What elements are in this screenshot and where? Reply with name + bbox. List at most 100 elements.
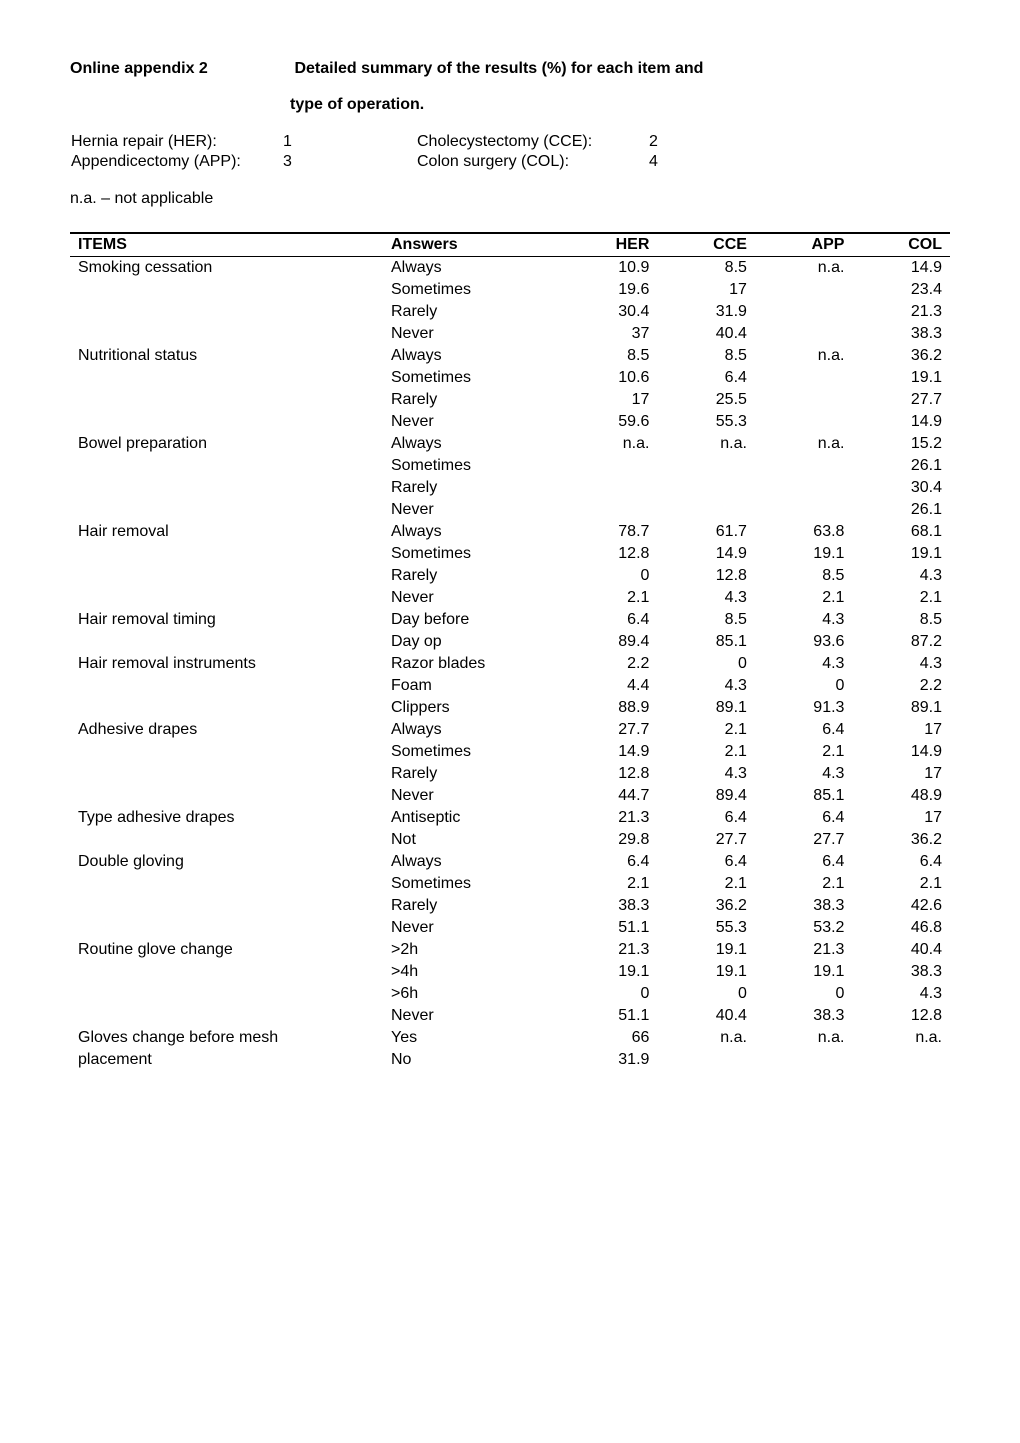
answer-cell: Rarely	[383, 895, 560, 917]
value-cell: 68.1	[852, 521, 950, 543]
item-cell	[70, 477, 383, 499]
value-cell: 2.1	[560, 587, 658, 609]
table-row: Rarely012.88.54.3	[70, 565, 950, 587]
value-cell: 91.3	[755, 697, 853, 719]
legend-label: Appendicectomy (APP):	[70, 152, 282, 172]
value-cell: 38.3	[852, 961, 950, 983]
appendix-label: Online appendix 2	[70, 60, 290, 78]
value-cell: 2.1	[657, 873, 755, 895]
value-cell	[560, 455, 658, 477]
value-cell: 2.1	[755, 873, 853, 895]
item-cell	[70, 675, 383, 697]
answer-cell: Never	[383, 499, 560, 521]
value-cell: 12.8	[560, 763, 658, 785]
item-cell	[70, 565, 383, 587]
value-cell: 19.1	[657, 961, 755, 983]
answer-cell: Razor blades	[383, 653, 560, 675]
value-cell	[755, 389, 853, 411]
item-cell	[70, 895, 383, 917]
answer-cell: Rarely	[383, 301, 560, 323]
answer-cell: Day before	[383, 609, 560, 631]
value-cell: 6.4	[560, 851, 658, 873]
value-cell: 6.4	[657, 807, 755, 829]
table-row: Not29.827.727.736.2	[70, 829, 950, 851]
value-cell: 36.2	[852, 345, 950, 367]
table-row: Bowel preparationAlwaysn.a.n.a.n.a.15.2	[70, 433, 950, 455]
value-cell: 2.1	[755, 587, 853, 609]
table-row: Sometimes2.12.12.12.1	[70, 873, 950, 895]
value-cell: 14.9	[560, 741, 658, 763]
value-cell: 25.5	[657, 389, 755, 411]
value-cell: 26.1	[852, 455, 950, 477]
value-cell: 2.2	[560, 653, 658, 675]
value-cell: 10.6	[560, 367, 658, 389]
appendix-desc: Detailed summary of the results (%) for …	[294, 60, 703, 77]
value-cell: 36.2	[852, 829, 950, 851]
answer-cell: Rarely	[383, 763, 560, 785]
value-cell	[755, 301, 853, 323]
item-cell	[70, 587, 383, 609]
item-cell	[70, 961, 383, 983]
value-cell: 27.7	[560, 719, 658, 741]
value-cell: n.a.	[657, 1027, 755, 1049]
value-cell: 19.1	[657, 939, 755, 961]
table-row: Sometimes12.814.919.119.1	[70, 543, 950, 565]
value-cell	[852, 1049, 950, 1071]
value-cell: 14.9	[852, 741, 950, 763]
value-cell: 6.4	[755, 719, 853, 741]
item-cell	[70, 917, 383, 939]
item-cell	[70, 785, 383, 807]
value-cell: 0	[755, 675, 853, 697]
value-cell: 51.1	[560, 1005, 658, 1027]
item-cell	[70, 763, 383, 785]
table-row: Never51.140.438.312.8	[70, 1005, 950, 1027]
table-row: Hair removal timingDay before6.48.54.38.…	[70, 609, 950, 631]
answer-cell: Rarely	[383, 477, 560, 499]
item-cell: Type adhesive drapes	[70, 807, 383, 829]
value-cell: 19.1	[560, 961, 658, 983]
value-cell: 4.3	[755, 609, 853, 631]
item-cell: Double gloving	[70, 851, 383, 873]
value-cell	[755, 411, 853, 433]
value-cell: 4.3	[657, 587, 755, 609]
value-cell: 19.1	[852, 543, 950, 565]
value-cell: 31.9	[657, 301, 755, 323]
value-cell: 88.9	[560, 697, 658, 719]
na-note: n.a. – not applicable	[70, 190, 950, 208]
value-cell: 38.3	[755, 1005, 853, 1027]
legend-num: 3	[282, 152, 324, 172]
value-cell: 87.2	[852, 631, 950, 653]
answer-cell: Always	[383, 521, 560, 543]
item-cell: Hair removal instruments	[70, 653, 383, 675]
table-row: Rarely30.431.921.3	[70, 301, 950, 323]
value-cell: 30.4	[560, 301, 658, 323]
value-cell: 8.5	[852, 609, 950, 631]
table-row: Double glovingAlways6.46.46.46.4	[70, 851, 950, 873]
item-cell	[70, 829, 383, 851]
legend-label2: Cholecystectomy (CCE):	[416, 132, 648, 152]
answer-cell: Sometimes	[383, 279, 560, 301]
item-cell: Hair removal timing	[70, 609, 383, 631]
answer-cell: Day op	[383, 631, 560, 653]
value-cell: 42.6	[852, 895, 950, 917]
table-row: placementNo31.9	[70, 1049, 950, 1071]
table-row: Hair removal instrumentsRazor blades2.20…	[70, 653, 950, 675]
value-cell: 6.4	[657, 367, 755, 389]
value-cell: 2.1	[852, 587, 950, 609]
table-row: Rarely30.4	[70, 477, 950, 499]
answer-cell: Sometimes	[383, 367, 560, 389]
value-cell: 27.7	[657, 829, 755, 851]
value-cell: 51.1	[560, 917, 658, 939]
value-cell: 14.9	[852, 411, 950, 433]
value-cell: 2.1	[657, 719, 755, 741]
table-row: Rarely1725.527.7	[70, 389, 950, 411]
legend-num: 1	[282, 132, 324, 152]
value-cell: 36.2	[657, 895, 755, 917]
value-cell	[755, 455, 853, 477]
value-cell: 6.4	[755, 807, 853, 829]
value-cell: 12.8	[852, 1005, 950, 1027]
value-cell	[560, 499, 658, 521]
table-row: Foam4.44.302.2	[70, 675, 950, 697]
item-cell	[70, 411, 383, 433]
answer-cell: Always	[383, 719, 560, 741]
